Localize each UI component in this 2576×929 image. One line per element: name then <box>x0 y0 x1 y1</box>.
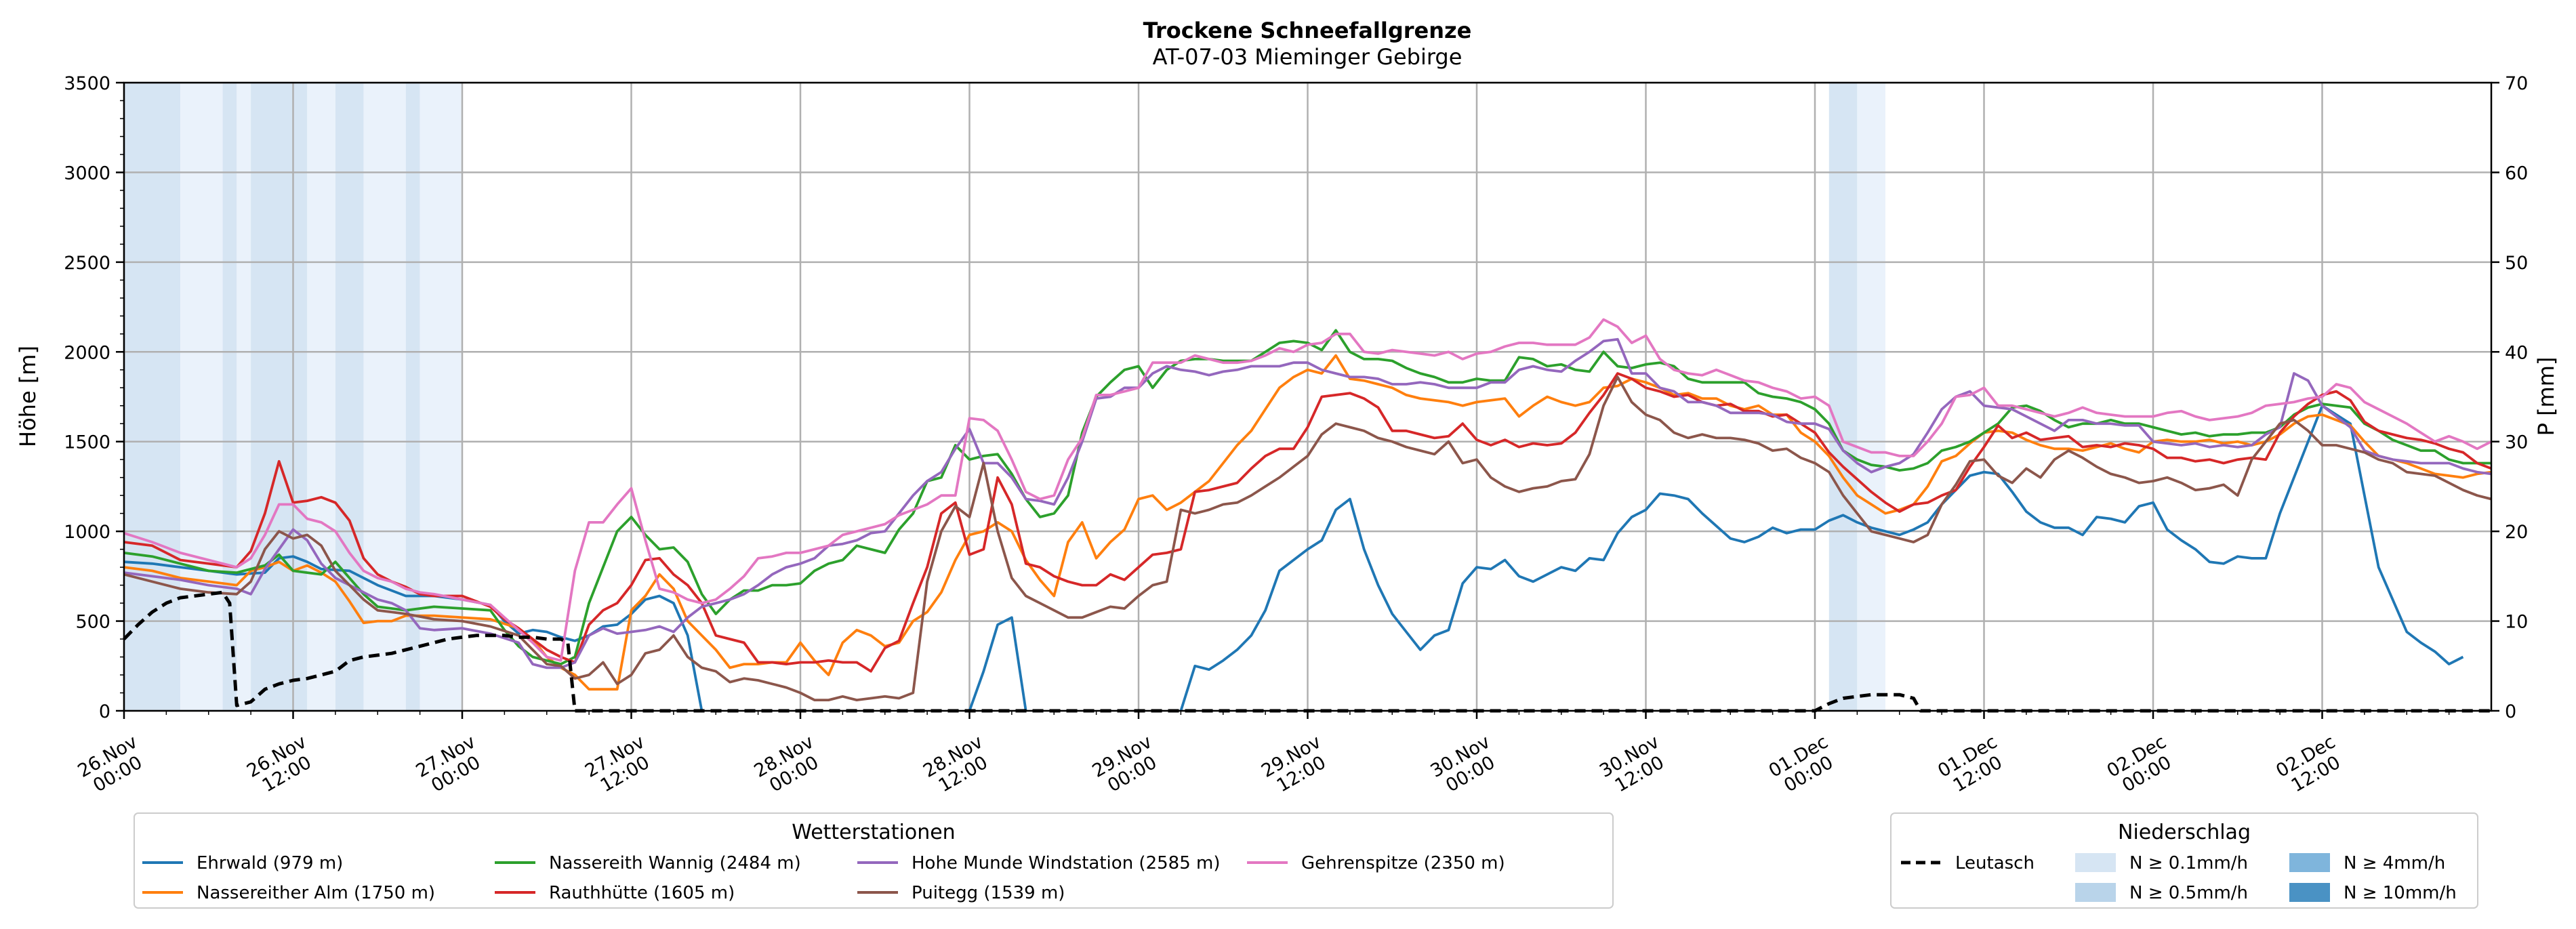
y-tick-label-0: 0 <box>99 701 110 722</box>
precip-band-11 <box>1857 83 1885 711</box>
legend-station-label-4: Hohe Munde Windstation (2585 m) <box>912 853 1220 873</box>
legend-station-label-1: Nassereither Alm (1750 m) <box>197 883 435 903</box>
series-7-line-0 <box>123 590 2491 713</box>
legend-precip-label-2: N ≥ 4mm/h <box>2344 853 2445 873</box>
legend-precip-swatch-3 <box>2289 883 2330 902</box>
x-tick-label-1: 26.Nov12:00 <box>243 731 320 800</box>
y-tick-label-5: 2500 <box>64 253 110 274</box>
y-tick-label-1: 500 <box>75 612 110 633</box>
legend-station-label-3: Rauthhütte (1605 m) <box>549 883 735 903</box>
y2-tick-label-3: 30 <box>2505 432 2528 453</box>
x-tick-label-5: 28.Nov12:00 <box>920 731 996 800</box>
legend-precip-swatch-2 <box>2289 853 2330 872</box>
x-tick-label-2: 27.Nov00:00 <box>413 731 489 800</box>
x-tick-label-0: 26.Nov00:00 <box>75 731 151 800</box>
legend-leutasch-label: Leutasch <box>1955 853 2035 873</box>
y2-tick-label-7: 70 <box>2505 73 2528 94</box>
y2-tick-label-6: 60 <box>2505 163 2528 184</box>
precip-band-6 <box>335 83 364 711</box>
legend-precip-swatch-0 <box>2075 853 2116 872</box>
legend-stations: Wetterstationen Ehrwald (979 m) Nassereit… <box>134 812 1614 909</box>
series-5-line-0 <box>123 375 2492 701</box>
series-6-line-0 <box>123 318 2492 662</box>
x-tick-label-6: 29.Nov00:00 <box>1089 731 1166 800</box>
precipitation-bands <box>124 83 1885 711</box>
legend-station-label-0: Ehrwald (979 m) <box>197 853 343 873</box>
y2-axis-label: P [mm] <box>2533 357 2559 436</box>
precip-band-10 <box>1828 83 1858 711</box>
x-tick-label-3: 27.Nov12:00 <box>581 731 658 800</box>
x-tick-label-13: 02.Dec12:00 <box>2272 731 2349 799</box>
precip-band-3 <box>237 83 251 711</box>
x-tick-label-12: 02.Dec00:00 <box>2104 731 2180 799</box>
x-tick-label-4: 28.Nov00:00 <box>751 731 827 800</box>
legend-precip-label-3: N ≥ 10mm/h <box>2344 883 2457 903</box>
chart-title: Trockene Schneefallgrenze <box>1143 18 1472 43</box>
y-tick-label-6: 3000 <box>64 163 110 184</box>
y2-tick-label-1: 10 <box>2505 612 2528 633</box>
x-tick-label-7: 29.Nov12:00 <box>1258 731 1334 800</box>
y2-tick-label-0: 0 <box>2505 701 2516 722</box>
legend-station-label-5: Puitegg (1539 m) <box>912 883 1065 903</box>
legend-precip-swatch-1 <box>2075 883 2116 902</box>
chart-subtitle: AT-07-03 Mieminger Gebirge <box>1153 44 1463 70</box>
y-tick-label-3: 1500 <box>64 432 110 453</box>
x-tick-label-11: 01.Dec12:00 <box>1934 731 2011 799</box>
series-0-line-2 <box>1179 404 2464 711</box>
series-3-line-0 <box>123 372 2492 673</box>
x-tick-label-10: 01.Dec00:00 <box>1765 731 1842 799</box>
y2-tick-label-2: 20 <box>2505 522 2528 543</box>
legend-precip: Niederschlag Leutasch N ≥ 0.1mm/h N ≥ 0.5… <box>1890 812 2478 909</box>
precip-band-4 <box>251 83 308 711</box>
legend-precip-label-0: N ≥ 0.1mm/h <box>2129 853 2248 873</box>
grid <box>123 81 2491 712</box>
y2-tick-label-5: 50 <box>2505 253 2528 274</box>
y-tick-label-2: 1000 <box>64 522 110 543</box>
precip-band-7 <box>363 83 406 711</box>
legend-station-label-6: Gehrenspitze (2350 m) <box>1301 853 1505 873</box>
legend-precip-title: Niederschlag <box>2118 821 2251 844</box>
precip-band-0 <box>124 83 181 711</box>
series-2-line-0 <box>123 329 2491 665</box>
precip-band-5 <box>307 83 335 711</box>
legend-precip-label-1: N ≥ 0.5mm/h <box>2129 883 2248 903</box>
series-lines <box>123 318 2492 713</box>
legend-stations-title: Wetterstationen <box>792 821 955 844</box>
series-0-line-1 <box>968 616 1027 711</box>
series-4-line-0 <box>123 337 2492 669</box>
x-tick-label-8: 30.Nov00:00 <box>1427 731 1504 800</box>
legend-station-label-2: Nassereith Wannig (2484 m) <box>549 853 801 873</box>
y-tick-label-4: 2000 <box>64 342 110 363</box>
y-tick-label-7: 3500 <box>64 73 110 94</box>
precip-band-8 <box>405 83 420 711</box>
y-axis-label: Höhe [m] <box>15 346 41 447</box>
precip-band-2 <box>222 83 237 711</box>
precip-band-1 <box>180 83 223 711</box>
x-tick-label-9: 30.Nov12:00 <box>1596 731 1673 800</box>
y2-tick-label-4: 40 <box>2505 342 2528 363</box>
